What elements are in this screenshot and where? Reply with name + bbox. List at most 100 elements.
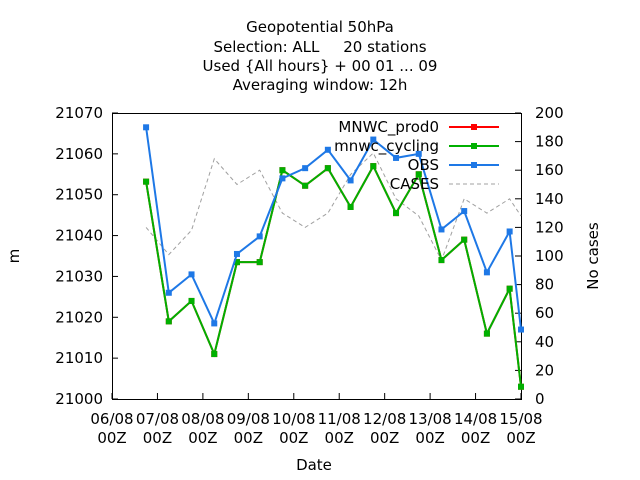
data-point-obs [347, 177, 354, 184]
data-point-mnwc-cycling [302, 182, 309, 189]
data-point-obs [211, 320, 218, 327]
y2-tick-label: 120 [535, 218, 564, 236]
x-tick-label-date: 15/08 [499, 410, 542, 428]
x-tick-label-hour: 00Z [461, 429, 490, 447]
data-point-mnwc-cycling [256, 259, 263, 266]
x-tick-label-date: 10/08 [272, 410, 315, 428]
data-point-mnwc-cycling [461, 236, 468, 243]
y2-tick-label: 0 [535, 390, 545, 408]
x-tick-label-hour: 00Z [188, 429, 217, 447]
x-tick-label-hour: 00Z [325, 429, 354, 447]
chart-title-line-1: Geopotential 50hPa [246, 18, 394, 36]
x-tick-label-hour: 00Z [279, 429, 308, 447]
chart-title-line-4: Averaging window: 12h [233, 76, 408, 94]
legend-marker-obs [471, 162, 477, 168]
y-axis-left: 21000 21010 21020 21030 21040 21050 21060 21070 [55, 104, 118, 408]
y2-tick-label: 20 [535, 361, 554, 379]
series-line-mnwc-prod0 [145, 163, 522, 387]
y-tick-label: 21030 [55, 267, 103, 285]
data-point-obs [143, 124, 150, 131]
x-tick-label-date: 08/08 [181, 410, 224, 428]
y2-tick-label: 60 [535, 304, 554, 322]
x-axis-label: Date [296, 456, 332, 474]
legend-label-cases: CASES [390, 175, 439, 193]
data-point-mnwc-cycling [165, 318, 172, 325]
data-point-obs [188, 271, 195, 278]
y-tick-label: 21040 [55, 227, 103, 245]
y2-tick-label: 160 [535, 161, 564, 179]
x-tick-label-hour: 00Z [506, 429, 535, 447]
y2-tick-label: 100 [535, 247, 564, 265]
x-tick-label-hour: 00Z [415, 429, 444, 447]
chart-title-line-3: Used {All hours} + 00 01 ... 09 [203, 57, 438, 75]
legend-label-mnwc-cycling: mnwc_cycling [334, 137, 439, 156]
series-line-cases [145, 152, 522, 262]
y2-tick-label: 140 [535, 190, 564, 208]
x-tick-label-date: 09/08 [227, 410, 270, 428]
data-point-mnwc-cycling [188, 297, 195, 304]
data-point-obs [506, 228, 513, 235]
data-point-mnwc-cycling [483, 330, 490, 337]
data-point-obs [370, 136, 377, 143]
x-tick-label-date: 07/08 [136, 410, 179, 428]
x-tick-label-hour: 00Z [143, 429, 172, 447]
x-tick-label-date: 13/08 [408, 410, 451, 428]
chart-title: Geopotential 50hPa Selection: ALL 20 sta… [203, 18, 438, 94]
y-tick-label: 21010 [55, 349, 103, 367]
data-point-obs [461, 208, 468, 215]
data-point-mnwc-cycling [324, 165, 331, 172]
data-point-obs [302, 165, 309, 172]
x-axis: 06/0800Z07/0800Z08/0800Z09/0800Z10/0800Z… [90, 393, 543, 447]
plot-frame [112, 113, 522, 400]
data-point-obs [483, 269, 490, 276]
data-point-mnwc-cycling [211, 351, 218, 358]
y2-tick-label: 200 [535, 104, 564, 122]
legend-marker-mnwc-prod0 [471, 124, 477, 130]
x-tick-label-date: 11/08 [318, 410, 361, 428]
y-axis-right: 0 20 40 60 80 100 120 140 160 180 200 [515, 104, 564, 408]
data-point-mnwc-cycling [233, 259, 240, 266]
legend-marker-mnwc-cycling [471, 143, 477, 149]
x-tick-label-date: 14/08 [454, 410, 497, 428]
series-line-mnwc-cycling [145, 163, 522, 387]
y-tick-label: 21070 [55, 104, 103, 122]
y2-tick-label: 80 [535, 276, 554, 294]
x-tick-label-hour: 00Z [97, 429, 126, 447]
x-tick-label-hour: 00Z [370, 429, 399, 447]
data-point-obs [256, 233, 263, 240]
data-point-obs [324, 146, 331, 153]
x-tick-label-hour: 00Z [234, 429, 263, 447]
y2-tick-label: 40 [535, 333, 554, 351]
data-point-mnwc-cycling [279, 167, 286, 174]
legend-label-mnwc-prod0: MNWC_prod0 [338, 118, 439, 137]
y2-axis-label: No cases [584, 222, 602, 290]
x-tick-label-date: 06/08 [90, 410, 133, 428]
data-point-mnwc-cycling [347, 203, 354, 210]
data-point-obs [393, 154, 400, 161]
data-point-mnwc-cycling [393, 210, 400, 217]
series-line-obs [145, 127, 522, 330]
y-tick-label: 21060 [55, 145, 103, 163]
y-tick-label: 21000 [55, 390, 103, 408]
data-point-obs [165, 289, 172, 296]
data-point-mnwc-cycling [370, 163, 377, 170]
data-point-mnwc-cycling [438, 257, 445, 264]
legend-label-obs: OBS [408, 156, 439, 174]
data-point-obs [233, 250, 240, 257]
data-point-mnwc-cycling [518, 383, 524, 390]
x-tick-label-date: 12/08 [363, 410, 406, 428]
y-tick-label: 21020 [55, 308, 103, 326]
data-point-obs [279, 175, 286, 182]
data-point-mnwc-cycling [506, 285, 513, 292]
data-point-mnwc-cycling [143, 178, 150, 185]
y2-tick-label: 180 [535, 133, 564, 151]
data-point-obs [438, 226, 445, 233]
data-point-obs [415, 150, 422, 157]
data-point-mnwc-cycling [415, 171, 422, 178]
chart-title-line-2: Selection: ALL 20 stations [213, 38, 426, 56]
series-layer [143, 124, 524, 390]
data-point-obs [518, 326, 524, 333]
y-tick-label: 21050 [55, 186, 103, 204]
